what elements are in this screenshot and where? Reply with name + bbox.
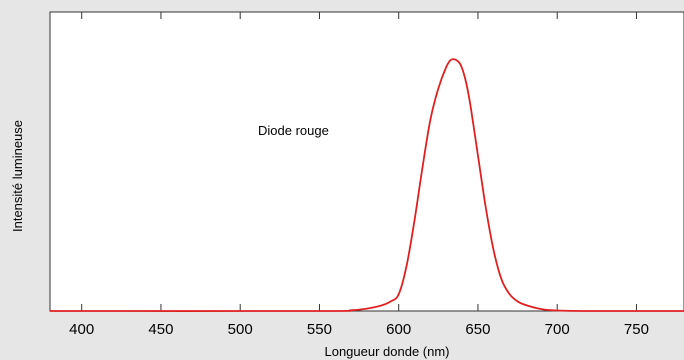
x-tick-label-700: 700 [545, 321, 570, 338]
x-tick-label-400: 400 [69, 321, 94, 338]
x-tick-labels: 400 450 500 550 600 650 700 750 [69, 321, 649, 338]
series-line-red-diode [49, 58, 684, 312]
y-axis-title: Intensité lumineuse [10, 120, 25, 232]
annotation-diode-rouge: Diode rouge [258, 123, 329, 138]
plot-area [49, 11, 684, 312]
x-tick-label-600: 600 [386, 321, 411, 338]
x-ticks [81, 12, 637, 311]
x-axis-title: Longueur donde (nm) [324, 344, 449, 359]
x-tick-label-500: 500 [228, 321, 253, 338]
x-tick-label-650: 650 [465, 321, 490, 338]
x-tick-label-450: 450 [148, 321, 173, 338]
x-tick-label-750: 750 [624, 321, 649, 338]
x-tick-label-550: 550 [307, 321, 332, 338]
